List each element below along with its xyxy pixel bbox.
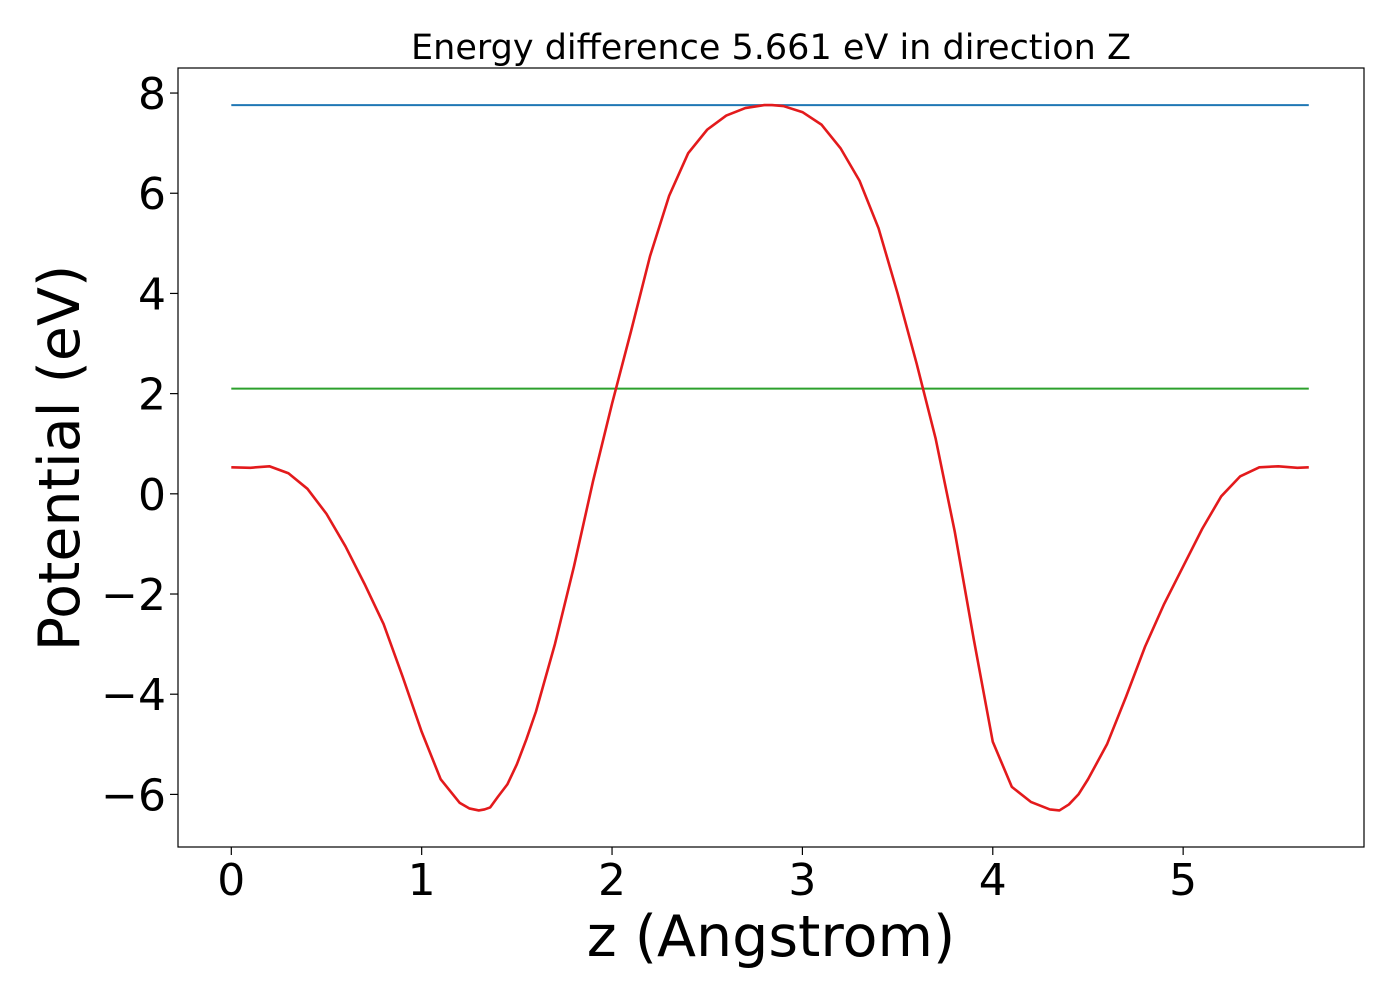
y-tick-label: 8: [138, 69, 166, 120]
x-axis: 0 1 2 3 4 5: [217, 847, 1197, 906]
y-tick-label: 4: [138, 269, 166, 320]
x-tick-label: 0: [217, 855, 245, 906]
y-tick-label: 6: [138, 169, 166, 220]
y-axis: −6 −4 −2 0 2 4 6 8: [101, 69, 178, 821]
x-tick-label: 5: [1169, 855, 1197, 906]
x-tick-label: 3: [788, 855, 816, 906]
y-tick-label: 0: [138, 470, 166, 521]
x-tick-label: 2: [598, 855, 626, 906]
y-tick-label: −2: [101, 570, 166, 621]
y-tick-label: −6: [101, 770, 166, 821]
y-axis-label: Potential (eV): [27, 265, 93, 651]
y-tick-label: −4: [101, 670, 166, 721]
chart-title: Energy difference 5.661 eV in direction …: [411, 28, 1131, 68]
plot-area: [231, 103, 1309, 812]
x-axis-label: z (Angstrom): [587, 904, 955, 970]
y-tick-label: 2: [138, 370, 166, 421]
x-tick-label: 4: [979, 855, 1007, 906]
plot-frame: [177, 67, 1365, 848]
x-tick-label: 1: [408, 855, 436, 906]
series-line-2: [231, 103, 1309, 812]
